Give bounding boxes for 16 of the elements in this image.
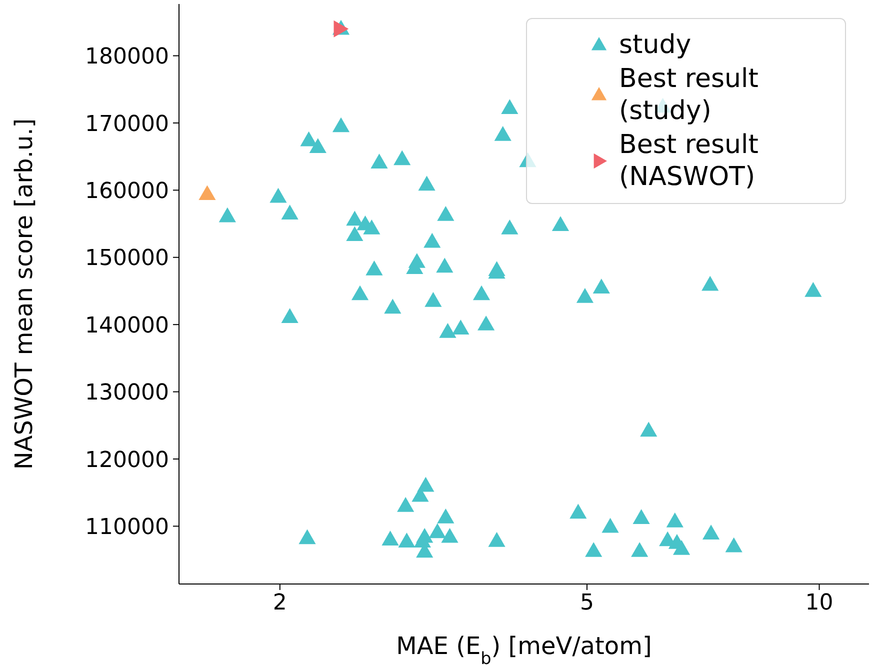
x-tick-label: 5	[580, 590, 594, 616]
y-tick-label: 180000	[85, 44, 169, 70]
x-tick-label: 10	[805, 590, 834, 616]
x-axis-title: MAE (E$_{b}$) [meV/atom]	[396, 632, 652, 665]
y-tick-label: 150000	[85, 246, 169, 272]
y-tick-label: 160000	[85, 178, 169, 204]
legend-label: study	[619, 29, 692, 61]
y-tick-label: 120000	[85, 448, 169, 473]
legend-label: Best result (NASWOT)	[619, 129, 760, 193]
y-tick-label: 140000	[85, 313, 169, 338]
y-tick-label: 110000	[85, 515, 169, 540]
legend-label: Best result (study)	[619, 63, 760, 127]
y-tick-label: 170000	[85, 112, 169, 137]
y-tick-label: 130000	[85, 380, 169, 406]
y-axis-title: NASWOT mean score [arb.u.]	[10, 118, 38, 470]
x-tick-label: 2	[272, 590, 287, 616]
